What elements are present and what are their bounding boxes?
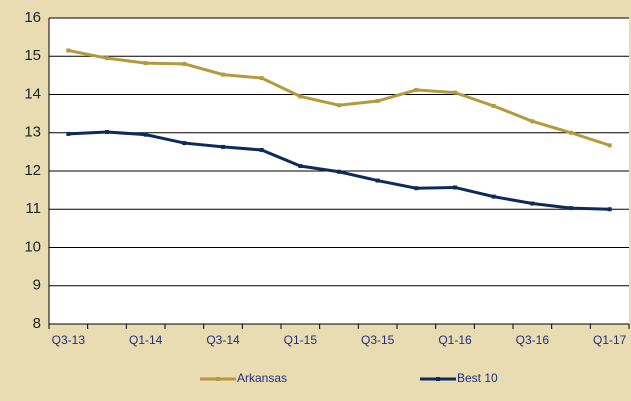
x-tick-label: Q1-15 bbox=[284, 333, 318, 347]
point bbox=[414, 87, 419, 92]
y-tick-label: 9 bbox=[33, 277, 41, 294]
point bbox=[607, 207, 612, 212]
point bbox=[259, 76, 264, 81]
point bbox=[530, 201, 535, 206]
point bbox=[143, 132, 148, 137]
y-tick-label: 14 bbox=[24, 85, 41, 102]
point bbox=[66, 48, 71, 53]
point bbox=[182, 61, 187, 66]
point bbox=[298, 164, 303, 169]
point bbox=[143, 61, 148, 66]
y-tick-label: 16 bbox=[24, 9, 41, 26]
point bbox=[491, 103, 496, 108]
point bbox=[105, 56, 109, 61]
legend-label: Best 10 bbox=[457, 371, 498, 385]
point bbox=[105, 129, 109, 134]
legend-marker bbox=[216, 377, 220, 381]
x-tick-label: Q1-17 bbox=[593, 333, 627, 347]
x-tick-label: Q3-16 bbox=[516, 333, 550, 347]
point bbox=[453, 185, 457, 190]
point bbox=[569, 206, 573, 211]
point bbox=[530, 119, 535, 124]
legend-marker bbox=[436, 377, 440, 381]
legend-label: Arkansas bbox=[237, 371, 287, 385]
y-tick-label: 15 bbox=[24, 47, 41, 64]
point bbox=[375, 99, 380, 104]
point bbox=[298, 94, 303, 99]
point bbox=[182, 141, 187, 146]
y-tick-label: 11 bbox=[25, 200, 41, 217]
y-tick-label: 8 bbox=[33, 315, 41, 332]
y-tick-label: 12 bbox=[24, 162, 41, 179]
point bbox=[221, 72, 225, 77]
x-tick-label: Q3-15 bbox=[361, 333, 395, 347]
point bbox=[453, 90, 457, 95]
point bbox=[569, 130, 573, 135]
point bbox=[66, 131, 71, 136]
point bbox=[337, 169, 341, 174]
y-tick-label: 10 bbox=[24, 238, 41, 255]
point bbox=[491, 194, 496, 199]
x-tick-label: Q1-14 bbox=[129, 333, 163, 347]
point bbox=[414, 186, 419, 191]
x-tick-label: Q1-16 bbox=[438, 333, 472, 347]
point bbox=[607, 143, 612, 148]
point bbox=[337, 103, 341, 108]
x-tick-label: Q3-14 bbox=[206, 333, 240, 347]
x-tick-label: Q3-13 bbox=[52, 333, 86, 347]
point bbox=[221, 144, 225, 149]
y-tick-label: 13 bbox=[24, 124, 41, 141]
point bbox=[375, 178, 380, 183]
point bbox=[259, 147, 264, 152]
